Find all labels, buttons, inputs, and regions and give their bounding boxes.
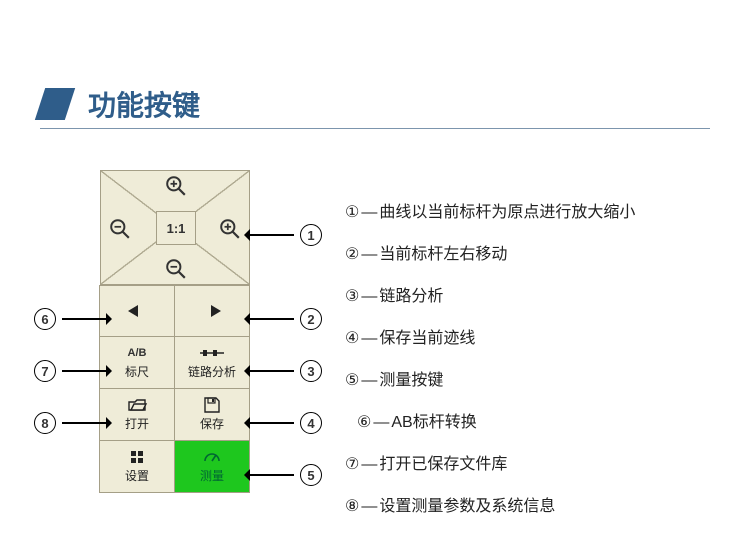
zoom-out-bottom-icon[interactable] [165,258,187,280]
legend-number: ⑥ [357,412,371,432]
key-label: 设置 [125,467,149,484]
zoom-out-left-icon[interactable] [109,218,131,240]
legend-dash: — [373,414,389,432]
arrow-left-icon [128,303,146,319]
callout-arrow-icon [62,370,106,372]
key-label: 链路分析 [188,363,236,380]
open-file-icon [128,397,146,413]
legend-dash: — [361,498,377,516]
key-label: 测量 [200,467,224,484]
keypad-panel: 1:1 A/B 标尺 链路分析 [40,160,370,520]
key-open[interactable]: 打开 [99,388,175,441]
zoom-in-right-icon[interactable] [219,218,241,240]
ab-text-icon: A/B [128,345,147,361]
zoom-pad: 1:1 [100,170,250,285]
zoom-in-top-icon[interactable] [165,175,187,197]
legend-number: ① [345,202,359,222]
key-right-arrow[interactable] [174,285,250,337]
callout-arrow-icon [250,318,294,320]
key-label: 标尺 [125,363,149,380]
arrow-right-icon [203,303,221,319]
callout-arrow-icon [250,370,294,372]
save-disk-icon [204,397,220,413]
callout-arrow-icon [62,422,106,424]
legend-dash: — [361,288,377,306]
key-measure[interactable]: 测量 [174,440,250,493]
legend-text: 链路分析 [379,282,443,306]
legend-text: 当前标杆左右移动 [379,240,507,264]
legend-text: 打开已保存文件库 [379,450,507,474]
legend-text: 曲线以当前标杆为原点进行放大缩小 [379,198,635,222]
legend-item: ⑦ — 打开已保存文件库 [345,450,725,474]
legend-item: ② — 当前标杆左右移动 [345,240,725,264]
callout-number: 4 [300,412,322,434]
heading-accent-bar [35,88,75,120]
key-save[interactable]: 保存 [174,388,250,441]
legend-dash: — [361,330,377,348]
legend-number: ⑤ [345,370,359,390]
callout-arrow-icon [62,318,106,320]
key-link-analyze[interactable]: 链路分析 [174,336,250,389]
legend-text: 保存当前迹线 [379,324,475,348]
four-squares-icon [130,449,144,465]
legend-dash: — [361,246,377,264]
section-heading: 功能按键 [40,84,710,124]
link-line-icon [199,345,225,361]
callout-4: 4 [250,412,328,434]
measure-arc-icon [203,449,221,465]
legend-number: ② [345,244,359,264]
callout-number: 2 [300,308,322,330]
callout-arrow-icon [250,234,294,236]
callout-number: 6 [34,308,56,330]
callout-3: 3 [250,360,328,382]
heading-text: 功能按键 [88,84,200,124]
legend-item: ① — 曲线以当前标杆为原点进行放大缩小 [345,198,725,222]
legend-number: ⑧ [345,496,359,516]
legend-text: AB标杆转换 [391,408,476,432]
callout-6: 6 [28,308,106,330]
legend-dash: — [361,372,377,390]
callout-arrow-icon [250,474,294,476]
legend-item: ④ — 保存当前迹线 [345,324,725,348]
heading-rule [40,128,710,129]
legend-item: ⑧ — 设置测量参数及系统信息 [345,492,725,516]
keypad-grid: A/B 标尺 链路分析 打开 保存 [100,285,250,493]
key-settings[interactable]: 设置 [99,440,175,493]
key-label: 打开 [125,415,149,432]
callout-number: 7 [34,360,56,382]
legend-dash: — [361,456,377,474]
callout-7: 7 [28,360,106,382]
callout-number: 5 [300,464,322,486]
callout-number: 1 [300,224,322,246]
legend-list: ① — 曲线以当前标杆为原点进行放大缩小 ② — 当前标杆左右移动 ③ — 链路… [345,198,725,534]
key-label: 保存 [200,415,224,432]
keypad: 1:1 A/B 标尺 链路分析 [100,170,250,493]
callout-number: 3 [300,360,322,382]
callout-5: 5 [250,464,328,486]
legend-number: ③ [345,286,359,306]
legend-item: ⑥ — AB标杆转换 [357,408,725,432]
legend-dash: — [361,204,377,222]
legend-item: ⑤ — 测量按键 [345,366,725,390]
legend-number: ⑦ [345,454,359,474]
callout-1: 1 [250,224,328,246]
callout-2: 2 [250,308,328,330]
legend-text: 设置测量参数及系统信息 [379,492,555,516]
one-to-one-button[interactable]: 1:1 [156,211,196,245]
legend-text: 测量按键 [379,366,443,390]
callout-8: 8 [28,412,106,434]
callout-arrow-icon [250,422,294,424]
legend-item: ③ — 链路分析 [345,282,725,306]
key-left-arrow[interactable] [99,285,175,337]
callout-number: 8 [34,412,56,434]
legend-number: ④ [345,328,359,348]
key-ab-ruler[interactable]: A/B 标尺 [99,336,175,389]
